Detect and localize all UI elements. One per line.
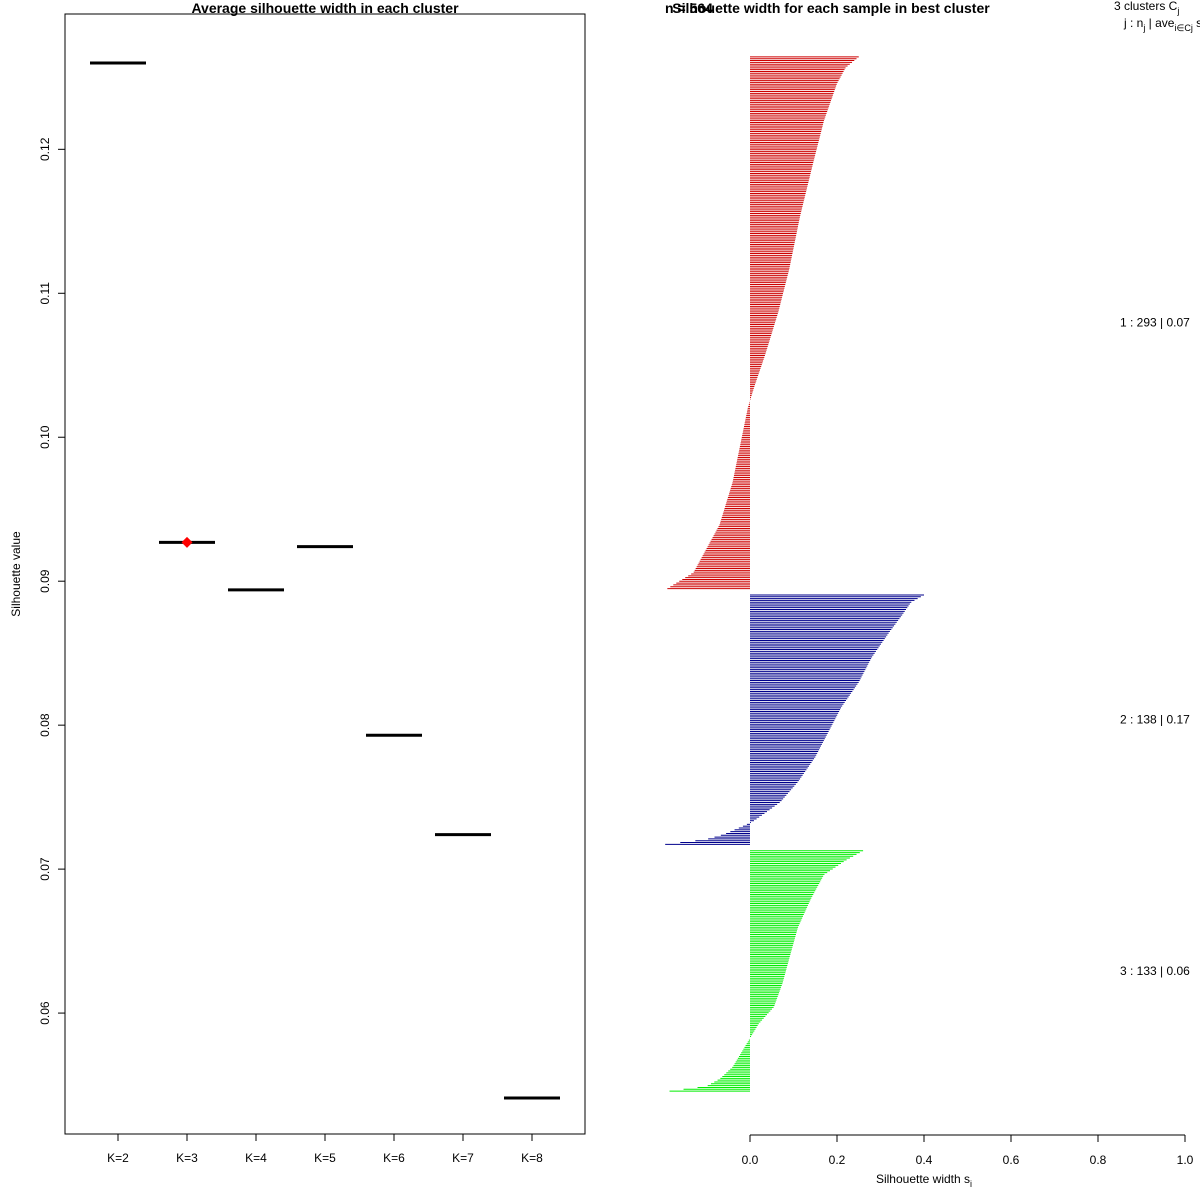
right-x-tick-label: 0.0 — [742, 1153, 759, 1167]
left-x-tick-label: K=3 — [176, 1151, 198, 1165]
left-chart-title: Average silhouette width in each cluster — [191, 0, 459, 16]
left-y-tick-label: 0.09 — [38, 569, 52, 593]
left-x-tick-label: K=2 — [107, 1151, 129, 1165]
cluster-1-bars — [667, 56, 859, 590]
left-plot-frame — [64, 13, 586, 1135]
cluster-3-bars — [669, 850, 864, 1092]
cluster-2-label: 2 : 138 | 0.17 — [1120, 713, 1190, 727]
right-x-axis-label-text: Silhouette width s — [876, 1172, 970, 1186]
left-y-tick-label: 0.06 — [38, 1001, 52, 1025]
left-y-axis: 0.06 0.07 0.08 0.09 0.10 0.11 0.12 — [38, 137, 66, 1025]
left-panel: Average silhouette width in each cluster… — [9, 0, 586, 1165]
left-y-tick-label: 0.12 — [38, 137, 52, 161]
right-x-tick-label: 0.4 — [916, 1153, 933, 1167]
legend-header-line1-text: 3 clusters C — [1114, 0, 1178, 13]
best-k-marker — [181, 536, 193, 548]
right-x-tick-label: 0.8 — [1090, 1153, 1107, 1167]
legend-header-line2: j : nj | avei∈Cj s — [1123, 16, 1200, 33]
left-x-tick-label: K=7 — [452, 1151, 474, 1165]
legend-header-line1: 3 clusters Cj — [1114, 0, 1179, 16]
legend-header-line2-sub1: j — [1142, 23, 1145, 33]
right-x-axis-label: Silhouette width si — [876, 1172, 972, 1189]
left-x-tick-label: K=6 — [383, 1151, 405, 1165]
legend-header-line2-sub2: i∈Cj — [1174, 23, 1192, 33]
left-x-tick-label: K=8 — [521, 1151, 543, 1165]
right-bars — [665, 56, 924, 1092]
right-x-axis-label-sub: i — [970, 1179, 972, 1189]
left-y-tick-label: 0.07 — [38, 857, 52, 881]
right-x-axis: 0.0 0.2 0.4 0.6 0.8 1.0 — [742, 1134, 1194, 1167]
legend-header-line1-sub: j — [1176, 6, 1179, 16]
left-y-tick-label: 0.08 — [38, 713, 52, 737]
right-chart-title: Silhouette width for each sample in best… — [672, 0, 990, 16]
left-marks — [90, 61, 560, 1100]
legend-header: 3 clusters Cj j : nj | avei∈Cj s — [1114, 0, 1200, 33]
right-x-tick-label: 0.2 — [829, 1153, 846, 1167]
right-panel: n = 564 Silhouette width for each sample… — [665, 0, 1200, 1189]
legend-header-line2-mid: | ave — [1145, 16, 1174, 30]
legend-header-line2-end: s — [1193, 16, 1200, 30]
cluster-2-bars — [665, 594, 924, 845]
legend-header-line2-text: j : n — [1123, 16, 1143, 30]
left-x-tick-label: K=5 — [314, 1151, 336, 1165]
right-cluster-labels: 1 : 293 | 0.07 2 : 138 | 0.17 3 : 133 | 0.… — [1120, 316, 1190, 978]
cluster-1-label: 1 : 293 | 0.07 — [1120, 316, 1190, 330]
left-x-axis: K=2 K=3 K=4 K=5 K=6 K=7 K=8 — [107, 1133, 543, 1165]
left-y-tick-label: 0.11 — [38, 282, 52, 305]
right-x-tick-label: 0.6 — [1003, 1153, 1020, 1167]
right-x-tick-label: 1.0 — [1177, 1153, 1194, 1167]
right-chart-title-overlap: n = 564 — [665, 0, 713, 16]
left-x-tick-label: K=4 — [245, 1151, 267, 1165]
left-y-tick-label: 0.10 — [38, 425, 52, 449]
left-y-axis-label: Silhouette value — [9, 531, 23, 617]
cluster-3-label: 3 : 133 | 0.06 — [1120, 964, 1190, 978]
